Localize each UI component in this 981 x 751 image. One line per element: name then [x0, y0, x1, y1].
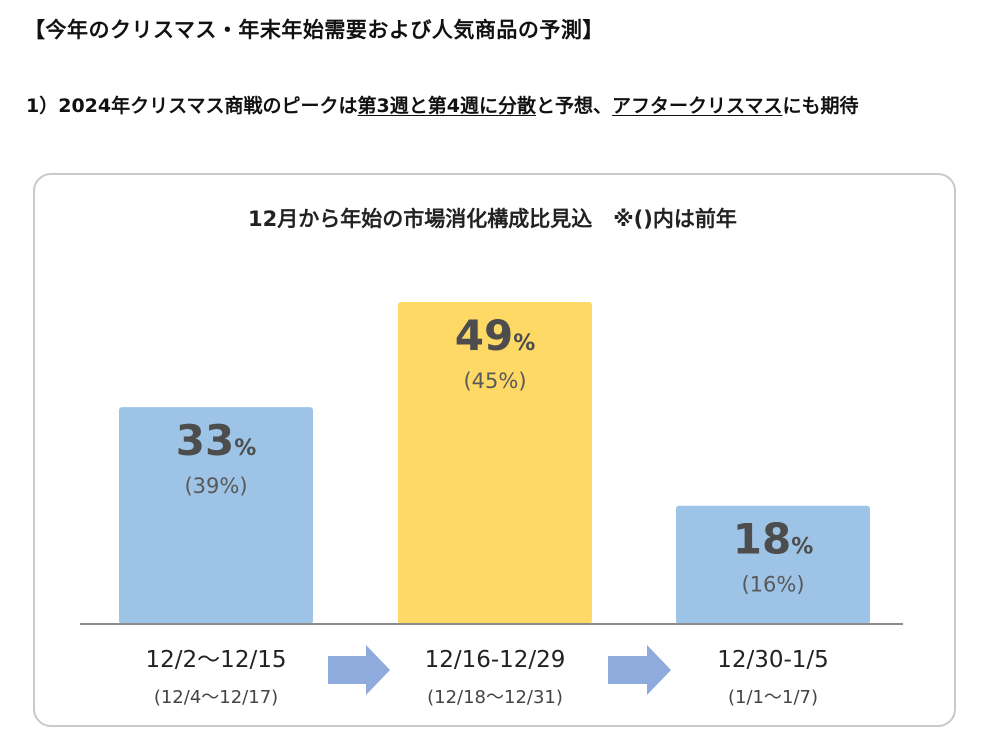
bar-previous-year-label: (45%)	[463, 369, 526, 393]
bar	[676, 505, 870, 624]
x-tick-label: 12/16-12/29	[425, 647, 566, 673]
bar-previous-year-label: (16%)	[741, 573, 804, 597]
main-heading: 【今年のクリスマス・年末年始需要および人気商品の予測】	[24, 18, 604, 42]
x-tick-label: 12/2〜12/15	[146, 647, 287, 673]
bar-value-label: 49%	[455, 311, 536, 360]
heading-highlight-after-christmas: アフタークリスマス	[612, 95, 783, 117]
x-tick-previous-year-label: (1/1〜1/7)	[728, 687, 818, 708]
heading-highlight-peak: 第3週と第4週に分散	[357, 95, 536, 117]
chart-title: 12月から年始の市場消化構成比見込 ※()内は前年	[248, 207, 737, 231]
right-arrow-icon	[608, 645, 671, 695]
heading-suffix: にも期待	[782, 95, 859, 117]
bar-value-label: 18%	[733, 515, 814, 564]
bar	[398, 302, 592, 624]
heading-prefix: 1）2024年クリスマス商戦のピークは	[26, 95, 358, 117]
x-tick-previous-year-label: (12/4〜12/17)	[154, 687, 278, 708]
x-tick-previous-year-label: (12/18〜12/31)	[427, 687, 563, 708]
bar-previous-year-label: (39%)	[184, 474, 247, 498]
bar-value-label: 33%	[176, 416, 257, 465]
right-arrow-icon	[328, 645, 390, 695]
heading-middle: と予想、	[536, 95, 613, 117]
x-tick-label: 12/30-1/5	[717, 647, 829, 673]
bar	[119, 407, 313, 624]
section-heading: 1）2024年クリスマス商戦のピークは第3週と第4週に分散と予想、アフタークリス…	[26, 94, 956, 119]
